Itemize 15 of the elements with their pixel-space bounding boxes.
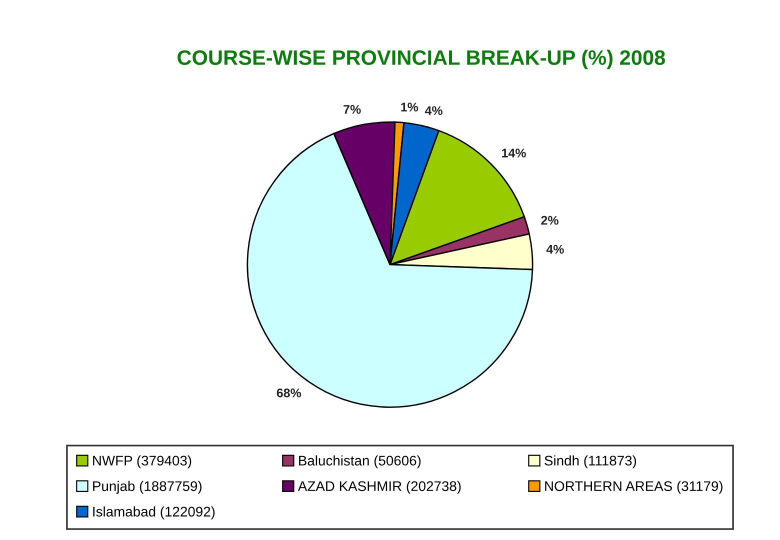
data-label: 4% <box>546 244 564 254</box>
legend-label: Baluchistan (50606) <box>299 455 421 468</box>
data-label: 2% <box>541 216 558 225</box>
legend-label: Islamabad (122092) <box>93 506 215 520</box>
data-label: 68% <box>276 388 302 398</box>
data-label: 14% <box>502 148 526 158</box>
data-label: 4% <box>424 106 442 116</box>
legend-label: Sindh (111873) <box>544 455 636 468</box>
data-label: 7% <box>344 104 361 114</box>
legend-label: Punjab (1887759) <box>93 480 202 494</box>
legend-label: AZAD KASHMIR (202738) <box>298 480 461 494</box>
chart-title: COURSE-WISE PROVINCIAL BREAK-UP (%) 2008 <box>178 50 666 70</box>
legend-label: NORTHERN AREAS (31179) <box>545 480 722 494</box>
legend-label: NWFP (379403) <box>93 455 192 468</box>
data-label: 1% <box>401 102 418 112</box>
